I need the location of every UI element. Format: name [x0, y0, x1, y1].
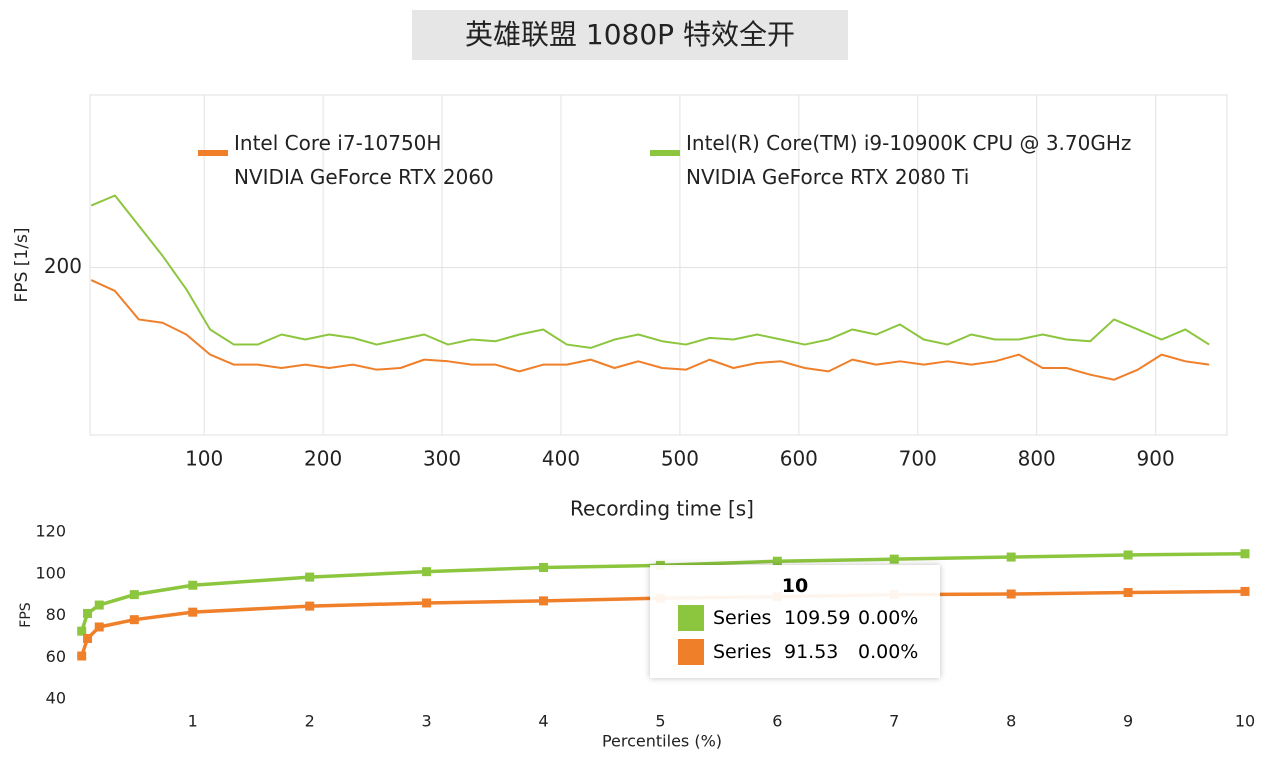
x-tick-label: 4 — [538, 712, 548, 731]
y-tick-label: 100 — [35, 563, 66, 582]
x-tick-label: 5 — [655, 712, 665, 731]
point-marker — [539, 596, 549, 606]
x-tick-label: 100 — [185, 447, 223, 471]
point-marker — [94, 622, 104, 632]
series-line — [90, 279, 1210, 381]
tooltip-series-name: Series — [713, 607, 772, 629]
tooltip-row: Series 109.59 0.00% — [678, 605, 938, 631]
point-marker — [889, 554, 899, 564]
y-tick-label: 200 — [44, 254, 82, 278]
x-tick-label: 6 — [772, 712, 782, 731]
legend-label: Intel Core i7-10750H NVIDIA GeForce RTX … — [234, 131, 494, 189]
x-tick-label: 700 — [899, 447, 937, 471]
tooltip-share: 0.00% — [858, 641, 919, 663]
point-marker — [1123, 550, 1133, 560]
legend-swatch — [198, 150, 228, 156]
y-tick-label: 80 — [46, 605, 66, 624]
chart-title: 英雄联盟 1080P 特效全开 — [465, 18, 795, 51]
y-axis-label: FPS — [18, 602, 34, 627]
x-axis-label: Recording time [s] — [570, 497, 754, 521]
x-tick-label: 1 — [188, 712, 198, 731]
x-tick-label: 9 — [1123, 712, 1133, 731]
point-marker — [129, 615, 139, 625]
x-tick-label: 200 — [304, 447, 342, 471]
tooltip-value: 109.59 — [784, 607, 851, 629]
point-marker — [1006, 552, 1016, 562]
x-tick-label: 10 — [1235, 712, 1255, 731]
point-marker — [83, 633, 93, 643]
x-tick-label: 600 — [780, 447, 818, 471]
tooltip-share: 0.00% — [858, 607, 919, 629]
point-marker — [772, 556, 782, 566]
plot-frame — [89, 94, 1228, 436]
point-marker — [129, 590, 139, 600]
y-axis-label: FPS [1/s] — [12, 228, 32, 303]
tooltip-series-name: Series — [713, 641, 772, 663]
x-axis-label: Percentiles (%) — [602, 732, 722, 751]
x-tick-label: 2 — [305, 712, 315, 731]
title-box — [412, 10, 848, 60]
point-marker — [539, 562, 549, 572]
legend-label: Intel(R) Core(TM) i9-10900K CPU @ 3.70GH… — [686, 131, 1132, 189]
point-marker — [305, 601, 315, 611]
point-marker — [77, 651, 87, 661]
series-line — [90, 194, 1210, 349]
point-marker — [1240, 549, 1250, 559]
y-tick-label: 60 — [46, 647, 66, 666]
point-marker — [305, 572, 315, 582]
point-marker — [188, 580, 198, 590]
x-tick-label: 3 — [421, 712, 431, 731]
x-tick-label: 8 — [1006, 712, 1016, 731]
legend-swatch — [650, 150, 680, 156]
point-marker — [422, 598, 432, 608]
x-tick-label: 500 — [661, 447, 699, 471]
x-tick-label: 7 — [889, 712, 899, 731]
point-marker — [83, 608, 93, 618]
tooltip-swatch — [678, 605, 704, 631]
y-tick-label: 40 — [46, 689, 66, 708]
tooltip: 10 Series 109.59 0.00% Series 91.53 0.00% — [650, 565, 940, 678]
tooltip-value: 91.53 — [784, 641, 839, 663]
point-marker — [1123, 588, 1133, 598]
x-tick-label: 900 — [1137, 447, 1175, 471]
y-tick-label: 120 — [35, 522, 66, 541]
series-line — [80, 551, 1246, 632]
point-marker — [77, 626, 87, 636]
point-marker — [1006, 589, 1016, 599]
tooltip-swatch — [678, 639, 704, 665]
x-tick-label: 300 — [423, 447, 461, 471]
point-marker — [94, 600, 104, 610]
tooltip-title: 10 — [781, 575, 809, 597]
point-marker — [422, 567, 432, 577]
series-line — [80, 589, 1246, 657]
x-tick-label: 400 — [542, 447, 580, 471]
point-marker — [1240, 586, 1250, 596]
point-marker — [188, 607, 198, 617]
tooltip-row: Series 91.53 0.00% — [678, 639, 938, 665]
x-tick-label: 800 — [1018, 447, 1056, 471]
